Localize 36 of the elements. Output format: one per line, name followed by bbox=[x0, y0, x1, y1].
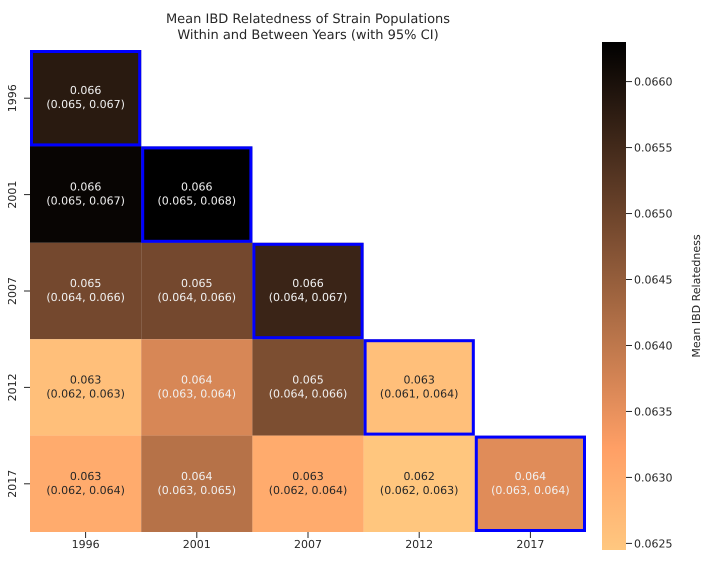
data-label: 0.066 (0.064, 0.067) bbox=[268, 277, 348, 304]
chart-title: Mean IBD Relatedness of Strain Populations bbox=[164, 12, 452, 28]
x-tick-label: 1996 bbox=[72, 538, 100, 551]
color-bar-label: 0.0630 bbox=[634, 471, 672, 484]
color-bar-title: Mean IBD Relatedness bbox=[690, 234, 703, 358]
color-bar-label: 0.0645 bbox=[634, 273, 672, 286]
x-tick-label: 2012 bbox=[405, 538, 434, 551]
color-bar-label: 0.0635 bbox=[634, 405, 672, 418]
x-tick-label: 2007 bbox=[294, 538, 322, 551]
y-tick-label: 1996 bbox=[6, 84, 19, 112]
data-label: 0.066 (0.065, 0.068) bbox=[158, 180, 236, 208]
data-label: 0.063 (0.062, 0.064) bbox=[46, 470, 125, 497]
data-label: 0.063 (0.061, 0.064) bbox=[380, 373, 458, 400]
color-bar-label: 0.0625 bbox=[634, 537, 672, 550]
data-label: 0.064 (0.063, 0.065) bbox=[158, 470, 236, 497]
data-label: 0.065 (0.064, 0.066) bbox=[158, 277, 236, 304]
data-label: 0.064 (0.063, 0.064) bbox=[491, 470, 570, 497]
data-label: 0.063 (0.062, 0.063) bbox=[46, 373, 125, 400]
data-label: 0.064 (0.063, 0.064) bbox=[158, 373, 236, 400]
x-tick-label: 2017 bbox=[516, 538, 544, 551]
data-label: 0.062 (0.062, 0.063) bbox=[380, 470, 458, 497]
x-tick-label: 2001 bbox=[182, 538, 211, 551]
color-bar-label: 0.0640 bbox=[634, 339, 672, 352]
y-tick-label: 2007 bbox=[6, 277, 19, 305]
data-label: 0.066 (0.065, 0.067) bbox=[46, 180, 125, 208]
color-bar-label: 0.0650 bbox=[634, 207, 672, 220]
color-bar-label: 0.0655 bbox=[634, 141, 672, 154]
y-tick-label: 2012 bbox=[6, 373, 19, 402]
data-label: 0.066 (0.065, 0.067) bbox=[46, 84, 125, 112]
data-label: 0.063 (0.062, 0.064) bbox=[268, 470, 348, 497]
y-tick-label: 2017 bbox=[6, 470, 19, 498]
chart-subtitle: Within and Between Years (with 95% CI) bbox=[176, 28, 440, 44]
color-bar-label: 0.0660 bbox=[634, 75, 672, 88]
data-label: 0.065 (0.064, 0.066) bbox=[46, 277, 125, 304]
data-label: 0.065 (0.064, 0.066) bbox=[268, 373, 348, 400]
y-tick-label: 2001 bbox=[6, 180, 19, 209]
